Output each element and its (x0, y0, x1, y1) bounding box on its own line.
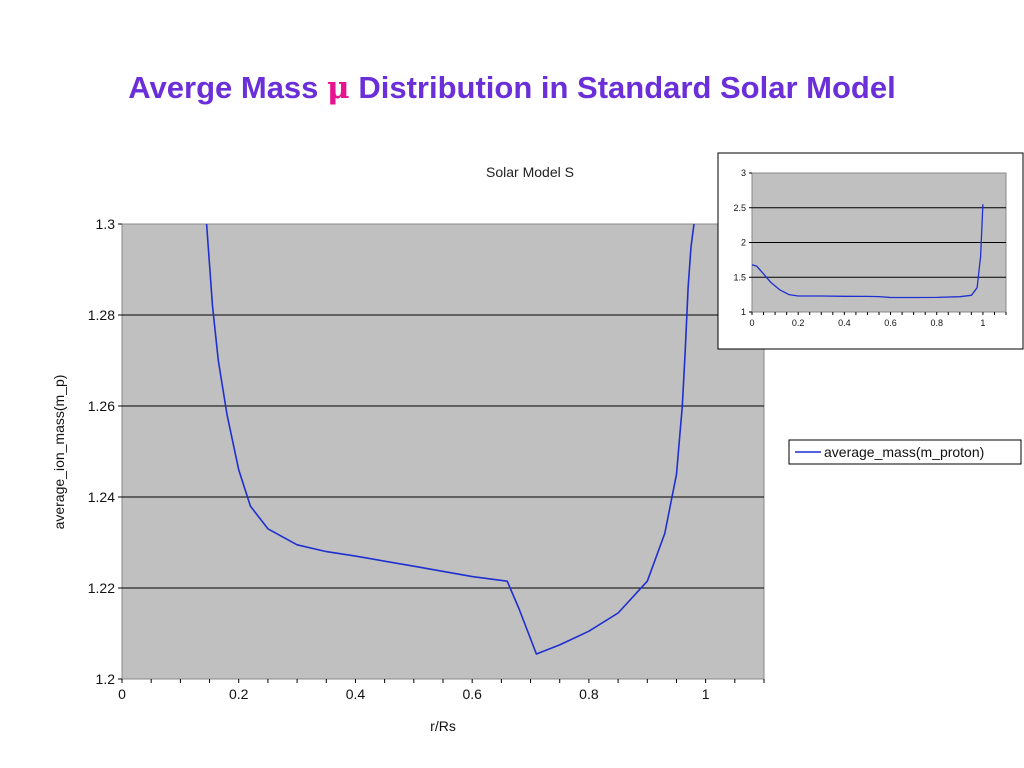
x-tick-label: 0.8 (930, 318, 943, 328)
main-y-axis-label: average_ion_mass(m_p) (51, 375, 67, 530)
main-series (205, 223, 695, 655)
y-tick-label: 3 (741, 168, 746, 178)
main-chart: Solar Model S 1.2 1.22 1.24 1.26 1.28 1.3 0 0.… (51, 164, 765, 734)
inset-chart: 1 1.5 2 2.5 3 0 0.2 0.4 0.6 0.8 1 (717, 152, 1024, 350)
slide-title: Averge Mass μ Distribution in Standard S… (0, 70, 1024, 106)
inset-y-ticks: 1 1.5 2 2.5 3 (733, 168, 752, 317)
legend: average_mass(m_proton) (788, 439, 1022, 465)
series-line (751, 204, 984, 299)
mu-symbol: μ (327, 70, 350, 106)
main-gridlines (122, 314, 764, 589)
x-tick-label: 0.6 (462, 686, 482, 702)
slide-title-text-before: Averge Mass (128, 70, 328, 105)
y-tick-label: 1.2 (96, 671, 116, 687)
inset-series (751, 204, 984, 299)
y-tick-label: 2 (741, 238, 746, 248)
main-plot-area (121, 223, 765, 680)
x-tick-label: 0.8 (579, 686, 599, 702)
x-tick-label: 0.4 (346, 686, 366, 702)
series-line (205, 223, 695, 655)
x-tick-label: 0 (118, 686, 126, 702)
main-y-ticks: 1.2 1.22 1.24 1.26 1.28 1.3 (88, 216, 122, 687)
y-tick-label: 1.26 (88, 398, 115, 414)
x-tick-label: 1 (702, 686, 710, 702)
y-tick-label: 1.24 (88, 489, 115, 505)
x-tick-label: 0.6 (884, 318, 897, 328)
y-tick-label: 2.5 (733, 203, 746, 213)
legend-box (788, 439, 1022, 465)
main-x-ticks: 0 0.2 0.4 0.6 0.8 1 (118, 679, 765, 702)
slide-title-text-after: Distribution in Standard Solar Model (349, 70, 896, 105)
x-tick-label: 1 (980, 318, 985, 328)
y-tick-label: 1 (741, 307, 746, 317)
y-tick-label: 1.22 (88, 580, 115, 596)
y-tick-label: 1.5 (733, 272, 746, 282)
x-tick-label: 0 (749, 318, 754, 328)
inset-x-ticks: 0 0.2 0.4 0.6 0.8 1 (749, 312, 1007, 328)
x-tick-label: 0.4 (838, 318, 851, 328)
main-x-axis-label: r/Rs (430, 718, 456, 734)
y-tick-label: 1.28 (88, 307, 115, 323)
x-tick-label: 0.2 (792, 318, 805, 328)
inset-gridlines (752, 207, 1006, 278)
x-tick-label: 0.2 (229, 686, 249, 702)
legend-label: average_mass(m_proton) (824, 444, 984, 460)
y-tick-label: 1.3 (96, 216, 116, 232)
main-chart-title: Solar Model S (486, 164, 574, 180)
